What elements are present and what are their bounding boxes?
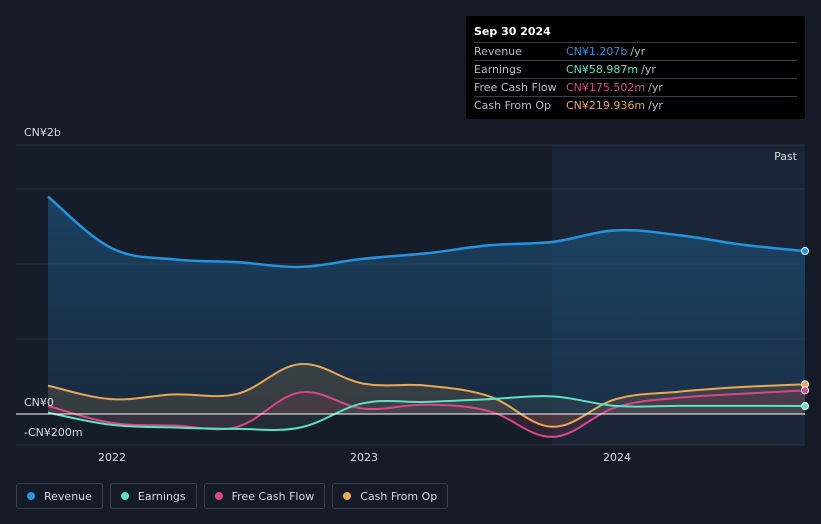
tooltip-unit: /yr [648,81,663,94]
tooltip-unit: /yr [630,45,646,58]
legend-label: Revenue [44,489,92,503]
legend-label: Earnings [137,489,186,503]
tooltip-label: Earnings [474,63,522,76]
tooltip-value: CN¥219.936m [566,99,646,112]
legend-item-revenue[interactable]: Revenue [16,483,103,509]
area-cash-from-op [48,363,805,427]
endpoint-free-cash-flow [801,386,809,395]
tooltip-label: Cash From Op [474,99,552,112]
x-tick-label-2022: 2022 [98,451,126,464]
tooltip: Sep 30 2024 Revenue CN¥1.207b /yr Earnin… [466,16,805,119]
endpoint-earnings [801,402,809,411]
y-tick-label-zero: CN¥0 [24,396,54,409]
line-free-cash-flow [47,389,806,438]
tooltip-value: CN¥175.502m [566,81,646,94]
series-lines [47,195,806,438]
tooltip-value: CN¥1.207b [566,45,628,58]
area-earnings [48,396,805,430]
x-tick-label-2024: 2024 [603,451,631,464]
legend-dot-icon [27,492,35,500]
legend-label: Cash From Op [360,489,438,503]
y-tick-label-negative: -CN¥200m [24,426,83,439]
line-earnings [47,395,806,431]
x-tick-label-2023: 2023 [350,451,378,464]
tooltip-label: Revenue [474,45,522,58]
series-endpoints [801,247,809,411]
legend: Revenue Earnings Free Cash Flow Cash Fro… [16,483,455,509]
endpoint-revenue [801,247,809,256]
tooltip-date: Sep 30 2024 [474,25,551,38]
tooltip-value: CN¥58.987m [566,63,639,76]
legend-dot-icon [120,492,129,500]
y-tick-label-top: CN¥2b [24,126,61,139]
tooltip-label: Free Cash Flow [474,81,557,94]
tooltip-unit: /yr [641,63,656,76]
legend-dot-icon [343,492,352,500]
line-revenue [47,195,806,269]
legend-item-earnings[interactable]: Earnings [109,483,197,509]
tooltip-row-revenue: Revenue CN¥1.207b /yr [474,42,797,60]
legend-label: Free Cash Flow [231,489,315,503]
line-cash-from-op [47,363,806,428]
past-label: Past [774,150,798,163]
legend-dot-icon [214,492,223,500]
legend-item-cash-from-op[interactable]: Cash From Op [332,483,449,509]
tooltip-row-free-cash-flow: Free Cash Flow CN¥175.502m /yr [474,78,797,96]
legend-item-free-cash-flow[interactable]: Free Cash Flow [203,483,326,509]
tooltip-row-earnings: Earnings CN¥58.987m /yr [474,60,797,78]
tooltip-unit: /yr [648,99,663,112]
tooltip-row-cash-from-op: Cash From Op CN¥219.936m /yr [474,96,797,114]
area-revenue [48,196,805,414]
